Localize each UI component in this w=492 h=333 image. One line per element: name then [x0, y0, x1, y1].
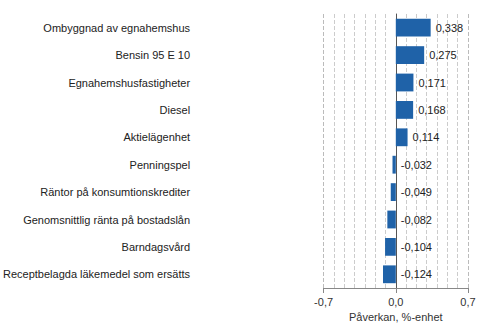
- svg-text:Ombyggnad av egnahemshus: Ombyggnad av egnahemshus: [43, 22, 190, 34]
- svg-text:Genomsnittlig ränta på bostads: Genomsnittlig ränta på bostadslån: [23, 214, 190, 226]
- svg-text:Penningspel: Penningspel: [130, 159, 191, 171]
- svg-text:0,7: 0,7: [460, 296, 475, 308]
- svg-text:Diesel: Diesel: [160, 104, 191, 116]
- svg-text:-0,7: -0,7: [314, 296, 333, 308]
- svg-text:0,338: 0,338: [436, 22, 464, 34]
- svg-text:-0,049: -0,049: [401, 186, 432, 198]
- svg-text:-0,104: -0,104: [401, 241, 432, 253]
- svg-text:-0,124: -0,124: [401, 268, 432, 280]
- svg-text:Räntor på konsumtionskrediter: Räntor på konsumtionskrediter: [40, 186, 190, 198]
- svg-text:-0,032: -0,032: [401, 159, 432, 171]
- svg-text:0,275: 0,275: [429, 49, 457, 61]
- svg-text:0,171: 0,171: [418, 77, 446, 89]
- svg-text:Bensin 95 E 10: Bensin 95 E 10: [115, 49, 190, 61]
- svg-text:Egnahemshusfastigheter: Egnahemshusfastigheter: [68, 77, 190, 89]
- svg-text:Aktielägenhet: Aktielägenhet: [123, 131, 190, 143]
- svg-text:0,114: 0,114: [413, 131, 440, 143]
- svg-text:Påverkan, %-enhet: Påverkan, %-enhet: [349, 311, 443, 323]
- svg-text:Receptbelagda läkemedel som er: Receptbelagda läkemedel som ersätts: [3, 268, 191, 280]
- svg-text:Barndagsvård: Barndagsvård: [122, 241, 191, 253]
- svg-text:-0,082: -0,082: [401, 214, 432, 226]
- svg-text:0,168: 0,168: [418, 104, 446, 116]
- svg-text:0,0: 0,0: [388, 296, 403, 308]
